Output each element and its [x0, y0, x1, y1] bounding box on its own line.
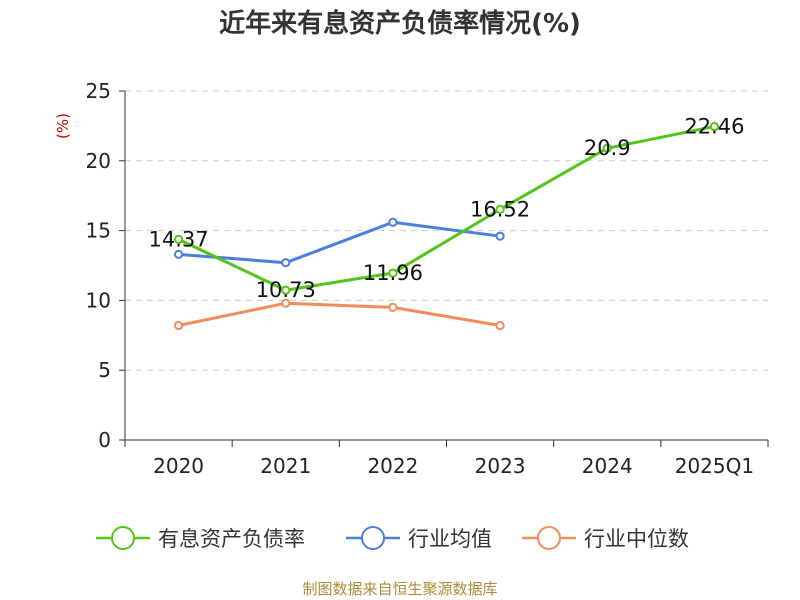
series-layer	[173, 121, 720, 331]
data-point	[495, 320, 505, 331]
data-label: 11.96	[363, 261, 423, 285]
y-tick-label: 10	[86, 288, 111, 312]
y-tick-label: 15	[86, 219, 111, 243]
x-tick-label: 2020	[153, 454, 204, 478]
y-tick-label: 5	[98, 358, 111, 382]
legend: 有息资产负债率 行业均值 行业中位数	[96, 526, 689, 551]
x-tick-label: 2022	[367, 454, 418, 478]
data-label: 20.9	[584, 136, 631, 160]
legend-marker-icon	[537, 526, 561, 550]
chart-title: 近年来有息资产负债率情况(%)	[219, 8, 581, 39]
data-label: 14.37	[149, 227, 209, 251]
x-tick-label: 2023	[475, 454, 526, 478]
y-tick-label: 25	[86, 79, 111, 103]
x-tick-label: 2021	[260, 454, 311, 478]
data-point	[709, 121, 720, 132]
axes: 0 5 10 15 20 25 2020 2021 2022 2023 2024 2025Q1	[86, 79, 769, 478]
legend-label: 行业均值	[408, 527, 492, 551]
legend-marker-icon	[111, 526, 135, 550]
legend-label: 有息资产负债率	[158, 527, 305, 551]
data-label: 22.46	[684, 114, 744, 138]
series-line	[177, 220, 502, 265]
data-point	[173, 249, 184, 259]
source-note: 制图数据来自恒生聚源数据库	[302, 580, 497, 598]
legend-marker-icon	[361, 526, 385, 550]
x-tick-label: 2024	[582, 454, 633, 478]
y-tick-label: 20	[86, 149, 111, 173]
data-point	[281, 298, 291, 308]
data-point	[388, 268, 398, 278]
y-tick-label: 0	[98, 428, 111, 452]
series-line	[177, 301, 502, 328]
series-line	[177, 124, 716, 292]
legend-label: 行业中位数	[584, 527, 689, 551]
data-label: 16.52	[470, 197, 530, 221]
data-labels: 14.37 10.73 11.96 16.52 20.9 22.46	[149, 114, 745, 302]
data-point	[495, 204, 505, 214]
data-label: 10.73	[256, 278, 316, 302]
data-point	[173, 234, 184, 244]
y-axis-unit: (%)	[54, 113, 72, 139]
data-point	[495, 231, 505, 241]
data-point	[281, 258, 291, 268]
data-point	[281, 285, 291, 295]
data-point	[388, 302, 398, 312]
x-tick-label: 2025Q1	[675, 454, 754, 478]
data-point	[602, 143, 612, 153]
data-point	[173, 320, 184, 331]
data-point	[388, 217, 398, 227]
